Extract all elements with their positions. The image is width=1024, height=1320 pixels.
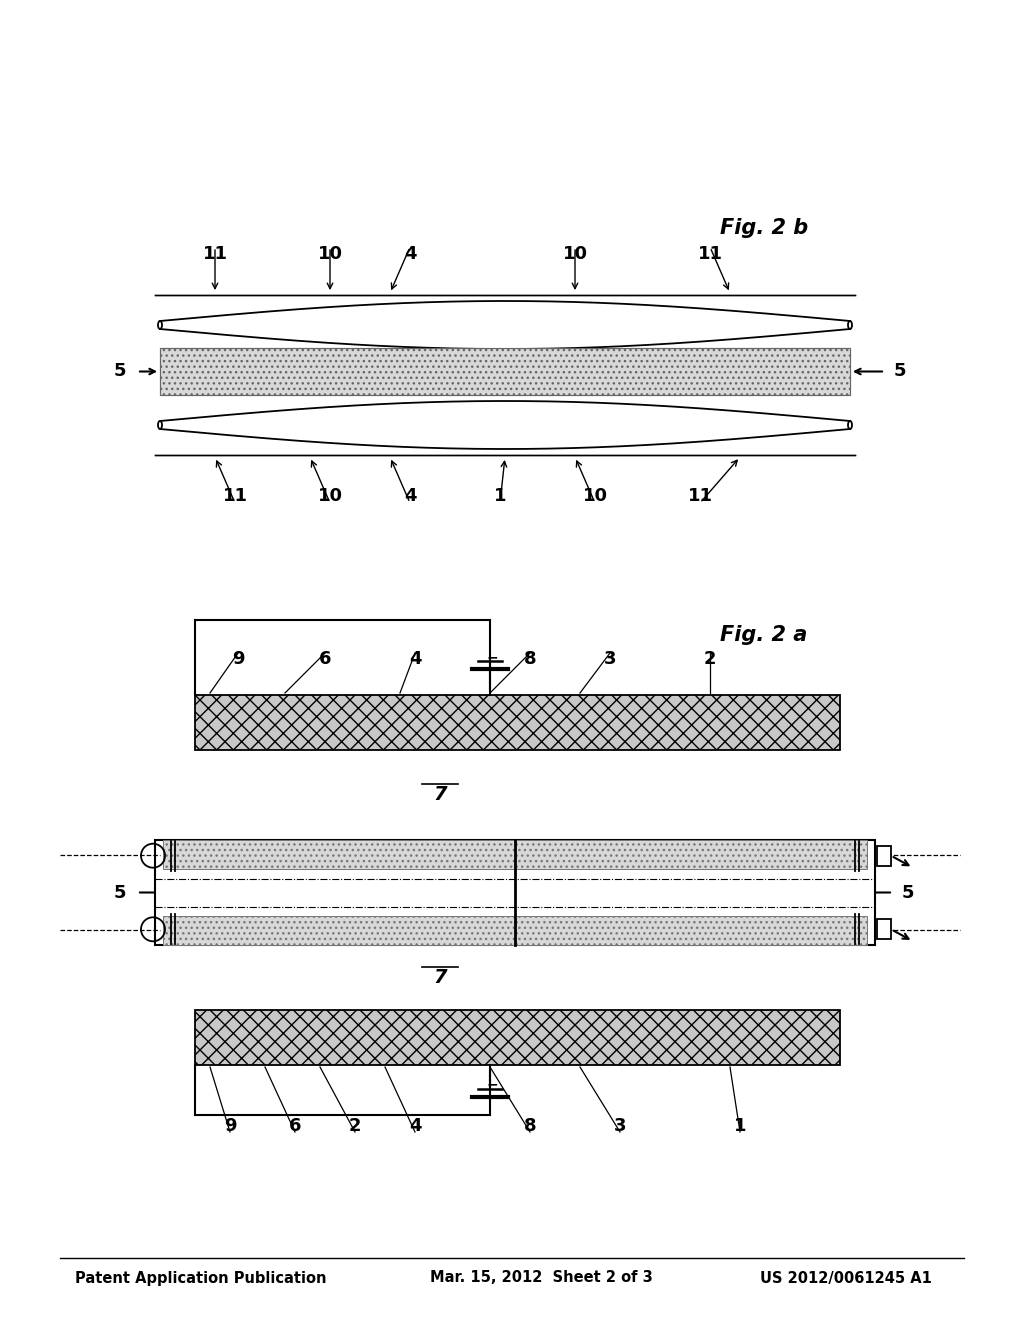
Text: 1: 1: [494, 487, 506, 506]
Text: 8: 8: [523, 649, 537, 668]
Text: 11: 11: [222, 487, 248, 506]
Text: 1: 1: [734, 1117, 746, 1135]
Text: −: −: [486, 1077, 498, 1092]
Text: Fig. 2 b: Fig. 2 b: [720, 218, 808, 238]
Text: 10: 10: [317, 487, 342, 506]
Bar: [160, 348, 850, 395]
Bar: [155, 840, 874, 945]
Text: 4: 4: [409, 1117, 421, 1135]
Text: Fig. 2 a: Fig. 2 a: [720, 624, 807, 645]
Ellipse shape: [848, 321, 852, 329]
Text: 4: 4: [403, 487, 416, 506]
Text: 11: 11: [697, 246, 723, 263]
Text: +: +: [484, 1092, 496, 1105]
Text: 7: 7: [433, 968, 446, 987]
Text: 6: 6: [318, 649, 331, 668]
Text: 6: 6: [289, 1117, 301, 1135]
Text: 3: 3: [613, 1117, 627, 1135]
Text: 10: 10: [583, 487, 607, 506]
Text: 10: 10: [562, 246, 588, 263]
Text: US 2012/0061245 A1: US 2012/0061245 A1: [760, 1270, 932, 1286]
Ellipse shape: [158, 321, 162, 329]
Text: 7: 7: [433, 785, 446, 804]
Text: 8: 8: [523, 1117, 537, 1135]
Bar: [195, 1010, 840, 1065]
Bar: [877, 919, 891, 940]
Text: 4: 4: [409, 649, 421, 668]
Bar: [163, 840, 867, 870]
Text: 2: 2: [349, 1117, 361, 1135]
Text: 9: 9: [224, 1117, 237, 1135]
Text: Patent Application Publication: Patent Application Publication: [75, 1270, 327, 1286]
Text: 4: 4: [403, 246, 416, 263]
Ellipse shape: [848, 421, 852, 429]
Ellipse shape: [158, 421, 162, 429]
Text: 9: 9: [231, 649, 245, 668]
Text: +: +: [484, 661, 496, 675]
Text: Mar. 15, 2012  Sheet 2 of 3: Mar. 15, 2012 Sheet 2 of 3: [430, 1270, 652, 1286]
Text: −: −: [486, 651, 498, 664]
Text: 11: 11: [687, 487, 713, 506]
Text: 11: 11: [203, 246, 227, 263]
Text: 5: 5: [114, 363, 126, 380]
Bar: [163, 916, 867, 945]
Text: 5: 5: [902, 883, 914, 902]
Text: 5: 5: [894, 363, 906, 380]
Text: 5: 5: [114, 883, 126, 902]
Text: 10: 10: [317, 246, 342, 263]
Bar: [195, 696, 840, 750]
Text: 2: 2: [703, 649, 716, 668]
Text: 3: 3: [604, 649, 616, 668]
Bar: [877, 846, 891, 866]
Bar: [160, 348, 850, 395]
